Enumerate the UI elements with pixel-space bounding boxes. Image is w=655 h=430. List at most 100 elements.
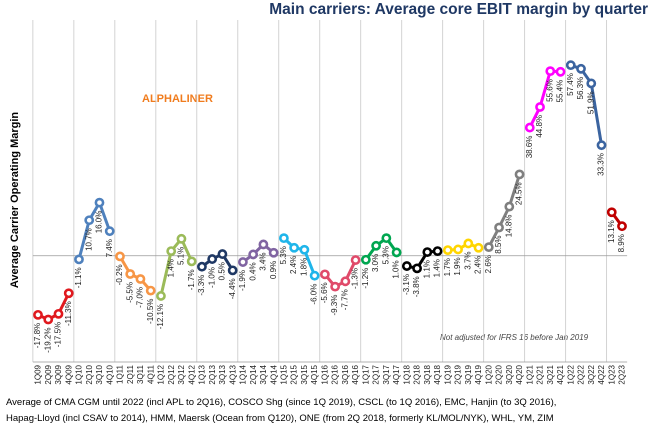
- data-label: -5.5%: [125, 282, 134, 303]
- data-label: -4.4%: [228, 278, 237, 299]
- data-label: 0.9%: [269, 261, 278, 279]
- point: [576, 63, 586, 74]
- annotation: Not adjusted for IFRS 16 before Jan 2019: [440, 333, 589, 342]
- data-label: 51.9%: [586, 91, 595, 114]
- data-label: 16.0%: [95, 211, 104, 234]
- x-tick-label: 1Q10: [75, 364, 84, 384]
- x-tick-label: 4Q09: [64, 364, 73, 384]
- point: [483, 242, 494, 253]
- point: [156, 291, 166, 301]
- data-label: -10.5%: [146, 299, 155, 324]
- data-label: 3.0%: [371, 254, 380, 272]
- line: [487, 173, 521, 248]
- x-tick-label: 4Q13: [228, 364, 237, 384]
- point: [289, 242, 300, 253]
- point: [340, 276, 351, 287]
- point: [319, 269, 330, 280]
- data-label: 24.5%: [515, 182, 524, 205]
- data-label: 1.8%: [299, 258, 308, 276]
- point: [524, 122, 535, 133]
- watermark: ALPHALINER: [142, 93, 213, 105]
- data-label: -9.3%: [330, 295, 339, 316]
- data-label: -3.1%: [402, 274, 411, 295]
- x-tick-label: 3Q19: [464, 364, 473, 384]
- data-label: 0.4%: [248, 262, 257, 280]
- data-label: 8.9%: [617, 234, 626, 252]
- point: [115, 251, 125, 262]
- data-label: 13.1%: [607, 220, 616, 243]
- line: [323, 259, 357, 289]
- x-tick-label: 4Q18: [433, 364, 442, 384]
- x-tick-label: 2Q16: [331, 364, 340, 384]
- point: [268, 247, 279, 258]
- data-label: 57.4%: [566, 73, 575, 96]
- x-tick-label: 1Q18: [402, 364, 411, 384]
- data-label: -17.8%: [33, 323, 42, 348]
- point: [94, 197, 105, 208]
- x-tick-label: 2Q17: [372, 364, 381, 384]
- point: [43, 314, 54, 325]
- x-tick-label: 1Q22: [566, 364, 575, 384]
- x-tick-label: 3Q09: [54, 364, 63, 384]
- x-tick-label: 4Q10: [105, 364, 114, 384]
- point: [371, 240, 382, 251]
- point: [74, 254, 84, 265]
- point: [197, 261, 207, 272]
- point: [53, 308, 64, 319]
- point: [176, 233, 187, 244]
- data-label: 1.9%: [453, 257, 462, 275]
- data-label: 10.7%: [84, 228, 93, 251]
- data-label: 5.3%: [381, 246, 390, 264]
- x-tick-label: 2Q15: [290, 364, 299, 384]
- data-label: 1.4%: [166, 259, 175, 277]
- data-label: 2.4%: [289, 256, 298, 274]
- data-label: 1.4%: [433, 259, 442, 277]
- data-label: 3.4%: [259, 252, 268, 270]
- data-label: -6.0%: [310, 284, 319, 305]
- data-label: -1.1%: [74, 267, 83, 288]
- x-tick-label: 1Q23: [607, 364, 616, 384]
- point: [535, 102, 545, 112]
- data-label: 33.3%: [597, 153, 606, 176]
- x-tick-label: 1Q15: [280, 364, 289, 384]
- point: [248, 249, 259, 260]
- data-label: 0.5%: [218, 262, 227, 280]
- data-label: 1.7%: [443, 258, 452, 276]
- data-label: -1.3%: [351, 268, 360, 289]
- x-tick-label: 4Q11: [146, 364, 155, 384]
- x-tick-label: 1Q14: [239, 364, 248, 384]
- x-tick-label: 2Q19: [454, 364, 463, 384]
- point: [617, 221, 627, 232]
- point: [33, 309, 43, 320]
- x-tick-label: 4Q17: [392, 364, 401, 384]
- x-tick-label: 2Q22: [577, 364, 586, 384]
- point: [125, 269, 136, 279]
- point: [217, 249, 228, 259]
- point: [391, 247, 402, 258]
- point: [63, 288, 74, 299]
- data-label: 5.1%: [177, 247, 186, 265]
- point: [299, 244, 310, 255]
- point: [227, 265, 238, 276]
- x-tick-label: 4Q20: [515, 364, 524, 384]
- y-axis-label: Average Carrier Operating Margin: [9, 112, 21, 289]
- data-label: -5.6%: [320, 282, 329, 303]
- point: [238, 257, 248, 267]
- data-label: 55.4%: [556, 80, 565, 103]
- point: [166, 246, 177, 256]
- x-tick-label: 4Q19: [474, 364, 483, 384]
- point: [381, 233, 392, 244]
- x-tick-label: 2Q12: [167, 364, 176, 384]
- x-tick-label: 2Q14: [249, 364, 258, 384]
- x-tick-label: 2Q23: [618, 364, 627, 384]
- data-label: 3.7%: [463, 251, 472, 269]
- x-tick-label: 1Q17: [361, 364, 370, 384]
- x-tick-label: 4Q21: [556, 364, 565, 384]
- x-tick-label: 1Q19: [443, 364, 452, 384]
- x-tick-label: 3Q10: [95, 364, 104, 384]
- point: [555, 66, 566, 77]
- line: [364, 236, 398, 261]
- line: [201, 252, 234, 272]
